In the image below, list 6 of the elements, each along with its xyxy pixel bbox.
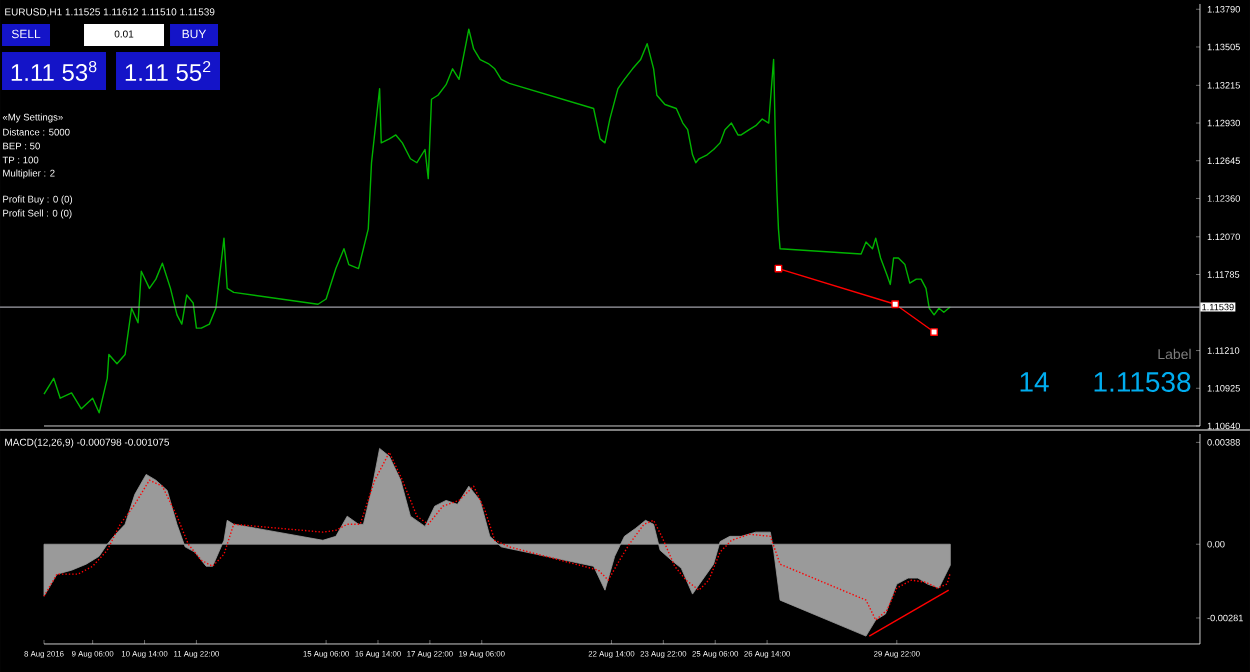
annotation: 1.11 55$^{2}$ — [125, 60, 211, 82]
annotation: 14 — [1020, 372, 1049, 392]
point — [891, 300, 900, 309]
annotation: 1.11538 — [1094, 372, 1191, 392]
point — [930, 328, 938, 336]
annotation: 1.11 53$^{8}$ — [11, 60, 97, 82]
